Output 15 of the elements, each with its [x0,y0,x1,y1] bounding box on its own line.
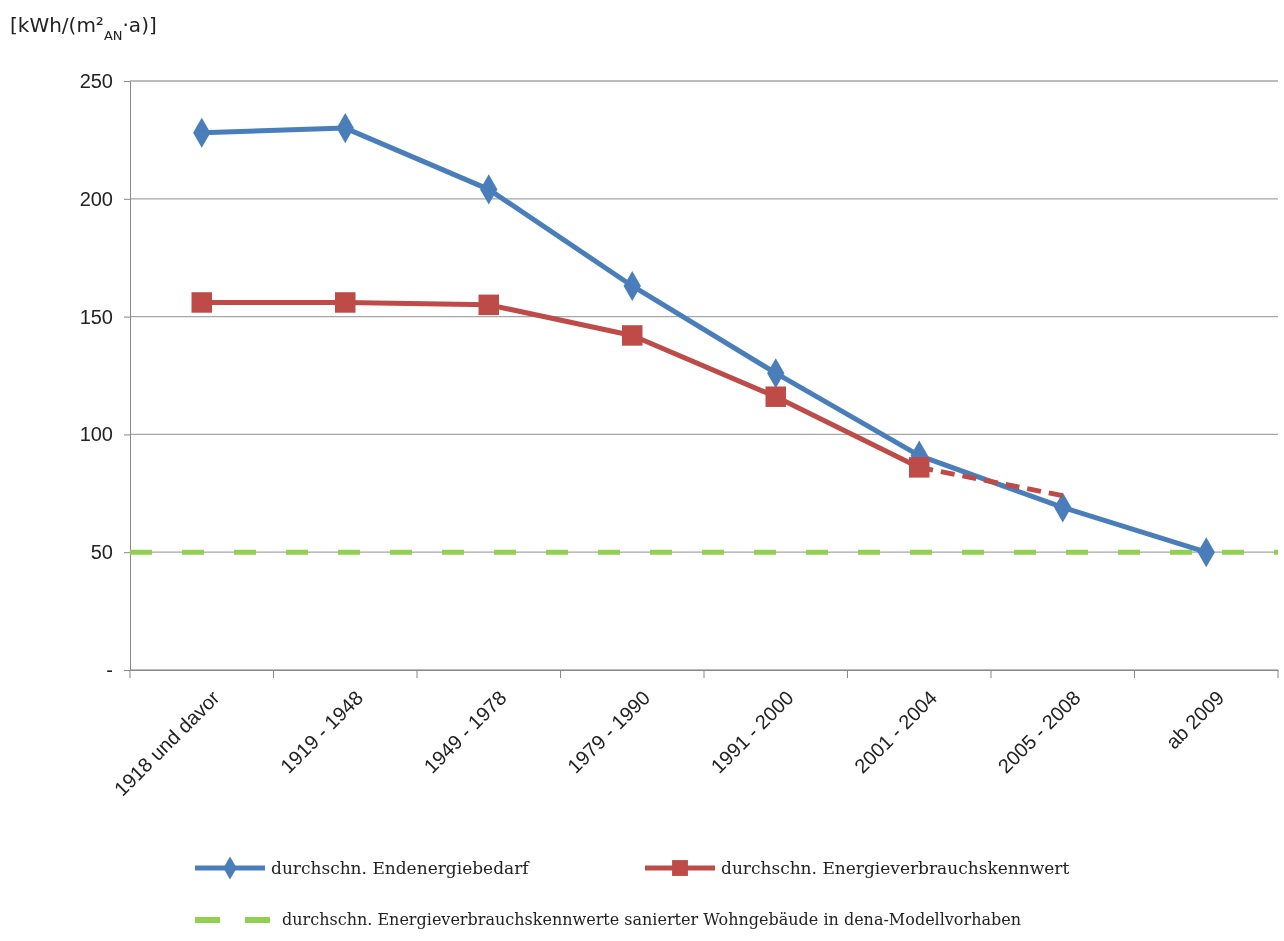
point [622,325,643,346]
point [335,292,356,313]
y-tick-label: 50 [90,541,113,564]
legend-label: durchschn. Energieverbrauchskennwert [721,858,1070,878]
point [765,386,786,407]
y-tick-label: 150 [79,305,113,328]
y-tick-label: 200 [79,187,113,210]
legend-label: durchschn. Energieverbrauchskennwerte sanierter Wohngebäude in dena-Modellvorhaben [282,910,1022,929]
y-axis-title: [kWh/(m²$_{AN}$·a)] [10,13,157,43]
y-tick-label: 100 [79,423,113,446]
point [478,294,499,316]
y-tick-label: 250 [79,69,113,92]
legend-label: durchschn. Endenergiebedarf [271,858,531,878]
y-tick-label: - [106,658,113,681]
point [191,292,212,313]
